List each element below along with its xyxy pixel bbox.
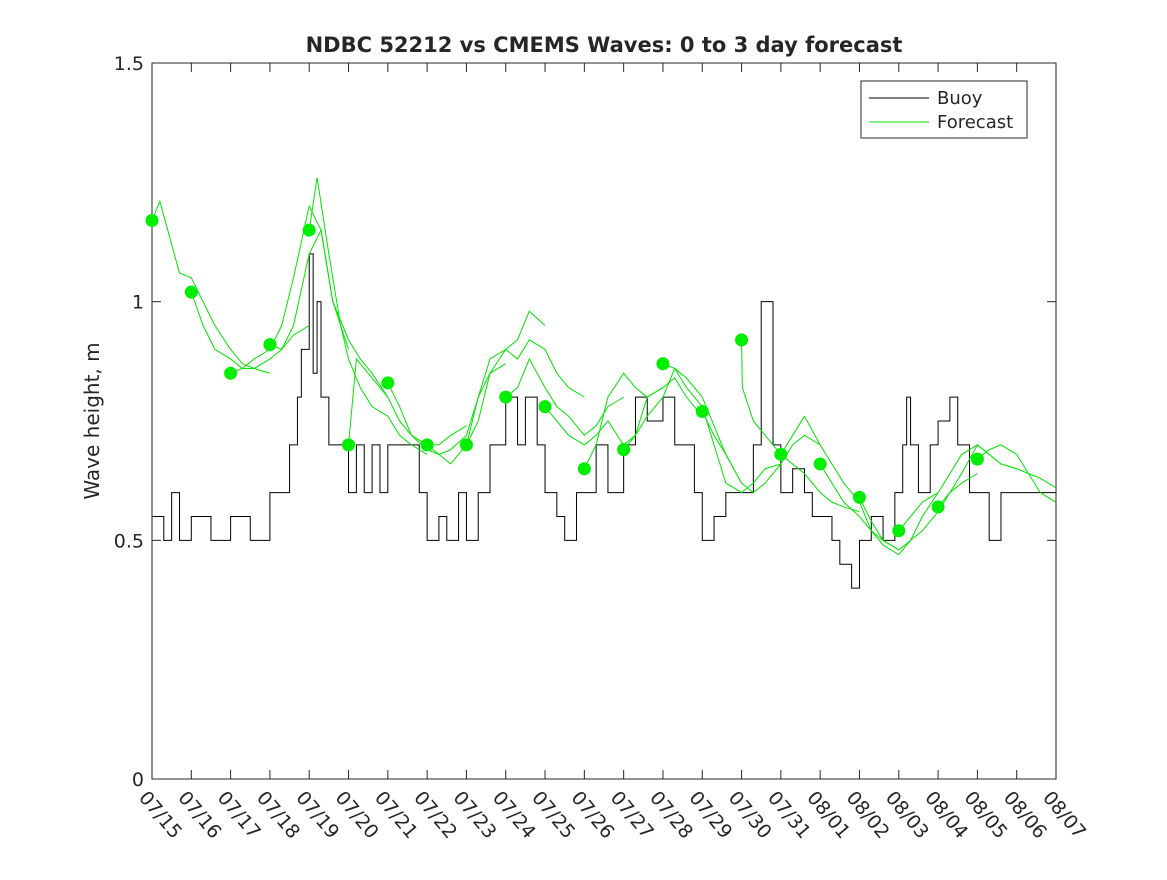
forecast-run-line — [819, 463, 939, 556]
legend-forecast-label: Forecast — [937, 112, 1013, 133]
forecast-start-marker — [813, 457, 827, 471]
y-tick-label: 0.5 — [114, 530, 144, 552]
forecast-start-marker — [342, 438, 356, 452]
forecast-start-marker — [184, 285, 198, 299]
forecast-start-marker — [656, 357, 670, 371]
axes-box — [151, 62, 1057, 780]
chart-title: NDBC 52212 vs CMEMS Waves: 0 to 3 day fo… — [306, 33, 903, 57]
forecast-start-marker — [852, 490, 866, 504]
forecast-run-line — [583, 372, 703, 469]
forecast-run-line — [269, 228, 389, 398]
y-tick-label: 1.5 — [114, 53, 144, 75]
y-axis-label: Wave height, m — [80, 342, 104, 499]
forecast-start-marker — [302, 223, 316, 237]
forecast-run-line — [190, 291, 310, 369]
forecast-run-line — [937, 444, 1057, 508]
forecast-run-line — [387, 363, 506, 455]
forecast-run-line — [623, 367, 743, 484]
forecast-run-line — [426, 310, 546, 465]
forecast-start-marker — [538, 400, 552, 414]
forecast-run-line — [465, 339, 585, 446]
forecast-run-line — [348, 357, 467, 446]
forecast-start-marker — [381, 376, 395, 390]
forecast-run-line — [505, 357, 624, 437]
forecast-run-line — [859, 473, 978, 551]
forecast-start-marker — [263, 338, 277, 352]
forecast-run-line — [662, 363, 782, 494]
forecast-start-marker — [499, 390, 513, 404]
y-tick-label: 1 — [132, 292, 144, 314]
forecast-start-marker — [774, 447, 788, 461]
forecast-run-line — [780, 415, 900, 551]
forecast-start-marker — [459, 438, 473, 452]
legend-box — [860, 80, 1028, 139]
y-tick-label: 0 — [132, 769, 144, 791]
forecast-run-line — [701, 411, 821, 494]
buoy-line — [152, 253, 1056, 589]
forecast-run-line — [308, 177, 428, 455]
forecast-run-line — [544, 387, 664, 446]
forecast-start-marker — [970, 452, 984, 466]
forecast-start-marker — [145, 214, 159, 228]
forecast-start-marker — [735, 333, 749, 347]
forecast-run-line — [741, 339, 860, 513]
forecast-start-marker — [420, 438, 434, 452]
forecast-start-marker — [224, 366, 238, 380]
forecast-start-marker — [577, 462, 591, 476]
forecast-run-line — [977, 444, 1057, 503]
legend: Buoy Forecast — [860, 80, 1028, 139]
forecast-start-marker — [931, 500, 945, 514]
forecast-start-marker — [695, 404, 709, 418]
forecast-start-marker — [892, 524, 906, 538]
forecast-start-marker — [617, 443, 631, 457]
legend-buoy-label: Buoy — [937, 88, 983, 109]
